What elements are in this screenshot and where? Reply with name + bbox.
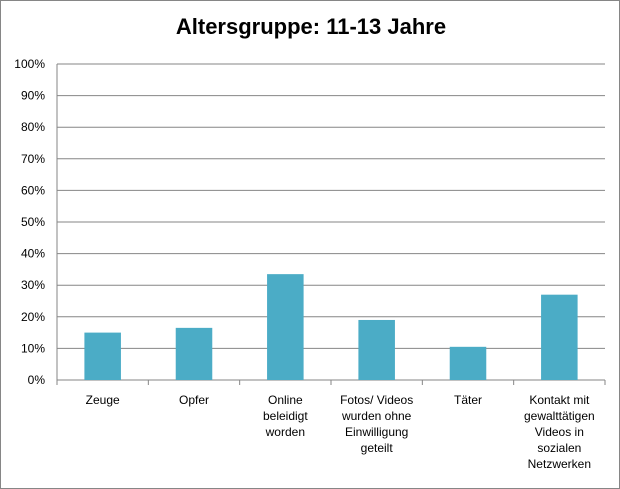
bar <box>449 346 487 380</box>
y-tick-label: 0% <box>28 373 46 387</box>
chart-title: Altersgruppe: 11-13 Jahre <box>175 14 447 39</box>
bar <box>84 332 121 380</box>
bar <box>541 294 578 380</box>
y-tick-label: 50% <box>21 215 45 229</box>
x-category-label: Fotos/ Videos wurden ohne Einwilligung gete… <box>340 393 413 455</box>
bar <box>267 274 304 380</box>
y-tick-label: 10% <box>21 341 45 355</box>
y-tick-label: 80% <box>21 120 45 134</box>
y-tick-label: 70% <box>21 152 45 166</box>
y-tick-label: 20% <box>21 310 45 324</box>
bar <box>175 327 213 380</box>
y-tick-label: 90% <box>21 89 45 103</box>
x-category-label: Zeuge <box>86 393 120 407</box>
y-tick-label: 30% <box>21 278 45 292</box>
x-category-label: Online beleidigt worden <box>263 393 308 439</box>
x-category-label: Täter <box>454 393 482 407</box>
y-tick-label: 60% <box>21 183 45 197</box>
x-category-label: Opfer <box>179 393 209 407</box>
y-tick-label: 100% <box>14 57 45 71</box>
bar <box>358 319 395 380</box>
x-category-label: Kontakt mit gewalttätigen Videos in soziale… <box>524 393 595 471</box>
y-tick-label: 40% <box>21 247 45 261</box>
